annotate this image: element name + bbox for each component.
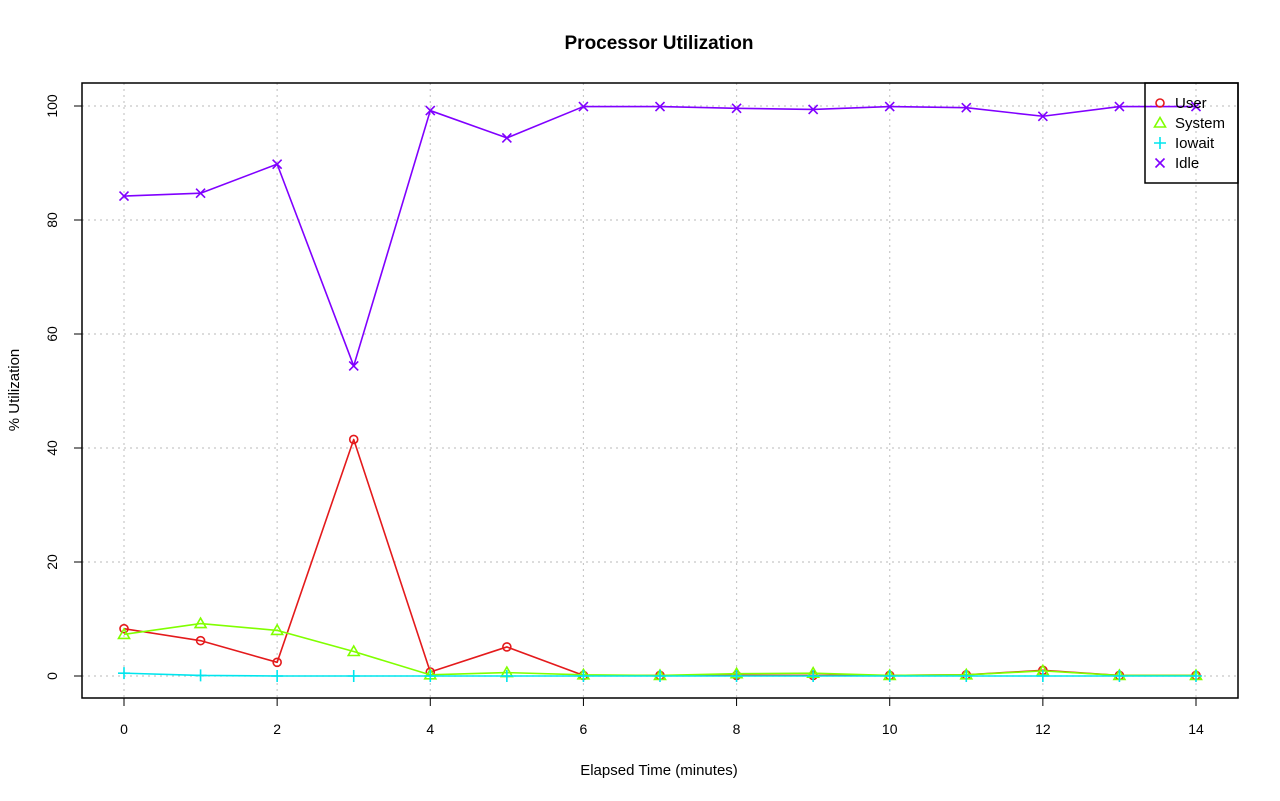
data-point-user xyxy=(348,434,359,445)
data-point-idle xyxy=(501,132,512,143)
y-axis-label: % Utilization xyxy=(6,349,23,432)
grid xyxy=(82,83,1238,698)
legend-label: User xyxy=(1175,95,1207,112)
data-point-idle xyxy=(1114,101,1125,112)
data-point-idle xyxy=(578,101,589,112)
x-tick-label: 6 xyxy=(580,721,588,737)
series-line-system xyxy=(123,622,1196,677)
data-point-iowait xyxy=(118,667,130,680)
plot-frame xyxy=(81,82,1239,699)
data-point-idle xyxy=(272,159,283,170)
series-idle xyxy=(118,101,1202,371)
data-point-user xyxy=(195,635,206,646)
data-point-idle xyxy=(884,101,895,112)
data-point-iowait xyxy=(960,670,973,682)
legend-marker-system xyxy=(1153,115,1167,128)
x-tick-label: 10 xyxy=(882,721,898,737)
x-axis-label: Elapsed Time (minutes) xyxy=(580,762,738,779)
series-line-idle xyxy=(123,105,1196,367)
data-point-idle xyxy=(961,102,972,113)
series-line-user xyxy=(123,438,1196,677)
legend-label: Iowait xyxy=(1175,135,1215,152)
series-layer xyxy=(117,101,1203,682)
series-iowait xyxy=(118,667,1202,682)
legend-marker-user xyxy=(1155,98,1165,108)
legend-item-iowait: Iowait xyxy=(1154,135,1215,152)
data-point-idle xyxy=(1037,111,1048,122)
legend-item-user: User xyxy=(1155,95,1207,112)
legend-label: Idle xyxy=(1175,155,1199,172)
y-axis: 0 20 40 60 80 100 xyxy=(44,94,82,680)
data-point-idle xyxy=(731,103,742,114)
data-point-idle xyxy=(118,190,130,202)
data-point-system xyxy=(346,644,361,657)
series-user xyxy=(119,434,1201,681)
data-point-system xyxy=(193,616,208,629)
data-point-iowait xyxy=(730,670,743,682)
legend-label: System xyxy=(1175,115,1225,132)
legend: User System Iowait Idle xyxy=(1144,82,1239,184)
data-point-iowait xyxy=(194,669,207,682)
x-tick-label: 12 xyxy=(1035,721,1051,737)
data-point-iowait xyxy=(883,670,896,682)
data-point-idle xyxy=(654,101,666,112)
x-tick-label: 4 xyxy=(426,721,434,737)
data-point-idle xyxy=(425,105,436,116)
data-point-iowait xyxy=(500,670,513,682)
x-tick-label: 2 xyxy=(273,721,281,737)
y-tick-label: 60 xyxy=(44,326,60,342)
legend-box xyxy=(1144,82,1239,184)
data-point-idle xyxy=(195,188,206,199)
data-point-iowait xyxy=(1190,670,1202,682)
y-tick-label: 0 xyxy=(44,672,60,680)
data-point-iowait xyxy=(271,670,284,682)
x-tick-label: 8 xyxy=(733,721,741,737)
data-point-iowait xyxy=(654,670,666,682)
data-point-iowait xyxy=(577,670,590,682)
y-tick-label: 20 xyxy=(44,554,60,570)
legend-item-system: System xyxy=(1153,115,1225,132)
data-point-user xyxy=(502,642,512,652)
y-tick-label: 40 xyxy=(44,440,60,456)
data-point-iowait xyxy=(424,670,437,682)
data-point-idle xyxy=(1190,101,1202,112)
legend-item-idle: Idle xyxy=(1154,155,1199,172)
data-point-iowait xyxy=(1036,670,1049,682)
data-point-iowait xyxy=(1113,670,1126,682)
data-point-iowait xyxy=(807,670,820,682)
x-tick-label: 0 xyxy=(120,721,128,737)
data-point-system xyxy=(270,623,285,636)
data-point-iowait xyxy=(347,670,360,682)
y-tick-label: 80 xyxy=(44,212,60,228)
y-tick-label: 100 xyxy=(44,94,60,118)
data-point-user xyxy=(272,657,282,668)
legend-marker-iowait xyxy=(1154,137,1166,149)
x-axis: 0 2 4 6 8 10 12 14 xyxy=(120,698,1204,737)
data-point-idle xyxy=(348,360,359,371)
x-tick-label: 14 xyxy=(1188,721,1204,737)
data-point-user xyxy=(119,623,129,634)
data-point-system xyxy=(117,627,131,640)
legend-marker-idle xyxy=(1154,157,1166,169)
chart-title: Processor Utilization xyxy=(565,33,754,54)
data-point-idle xyxy=(808,104,819,115)
